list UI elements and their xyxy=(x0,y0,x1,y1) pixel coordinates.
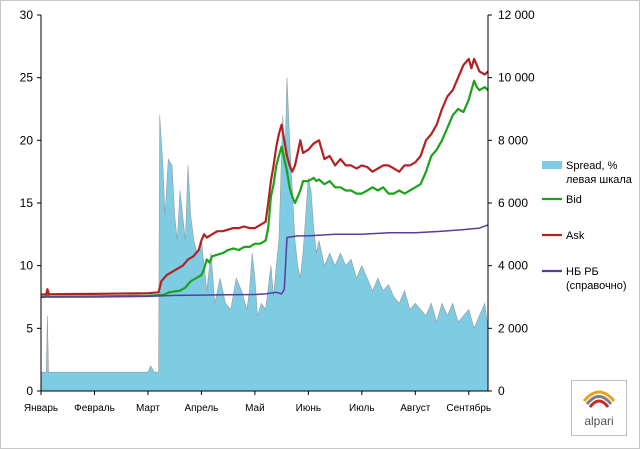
x-tick-label: Май xyxy=(245,403,265,414)
left-tick-label: 5 xyxy=(26,321,33,335)
legend-label: НБ РБ xyxy=(566,266,599,278)
alpari-logo: alpari xyxy=(571,380,627,436)
left-tick-label: 10 xyxy=(20,259,34,273)
left-tick-label: 25 xyxy=(20,71,34,85)
right-tick-label: 4 000 xyxy=(498,259,528,273)
x-axis-ticks: Январь Февраль Март Апрель Май Июнь Июль Август… xyxy=(24,391,491,414)
series-3-line xyxy=(41,224,489,298)
left-tick-label: 20 xyxy=(20,133,34,147)
right-tick-label: 0 xyxy=(498,384,505,398)
alpari-logo-icon xyxy=(582,390,616,408)
x-tick-label: Апрель xyxy=(184,403,218,414)
right-tick-label: 8 000 xyxy=(498,133,528,147)
x-tick-label: Февраль xyxy=(74,403,115,414)
legend-label: Bid xyxy=(566,194,582,206)
legend-label: Spread, % xyxy=(566,160,618,172)
legend-label: (справочно) xyxy=(566,280,627,292)
legend: Spread, % левая шкала Bid Ask НБ РБ (справочн… xyxy=(542,160,633,292)
spread-area xyxy=(40,77,489,392)
x-tick-label: Январь xyxy=(24,403,58,414)
alpari-logo-text: alpari xyxy=(584,414,614,428)
right-tick-label: 6 000 xyxy=(498,196,528,210)
right-axis-ticks: 0 2 000 4 000 6 000 8 000 10 000 12 000 xyxy=(488,8,535,398)
x-tick-label: Сентябрь xyxy=(446,402,491,414)
right-tick-label: 2 000 xyxy=(498,321,528,335)
left-tick-label: 0 xyxy=(26,384,33,398)
x-tick-label: Июнь xyxy=(296,403,321,414)
series-lines-layer xyxy=(41,57,489,299)
spread-area-layer xyxy=(40,77,489,392)
series-2-line xyxy=(41,57,489,296)
x-tick-label: Август xyxy=(400,403,431,414)
x-tick-label: Март xyxy=(136,403,160,414)
right-tick-label: 10 000 xyxy=(498,71,535,85)
left-tick-label: 15 xyxy=(20,196,34,210)
left-tick-label: 30 xyxy=(20,8,34,22)
x-tick-label: Июль xyxy=(349,403,375,414)
right-tick-label: 12 000 xyxy=(498,8,535,22)
legend-label: левая шкала xyxy=(566,174,633,186)
left-axis-ticks: 0 5 10 15 20 25 30 xyxy=(20,8,41,398)
series-1-line xyxy=(41,79,489,299)
legend-swatch xyxy=(542,161,562,169)
legend-label: Ask xyxy=(566,230,585,242)
